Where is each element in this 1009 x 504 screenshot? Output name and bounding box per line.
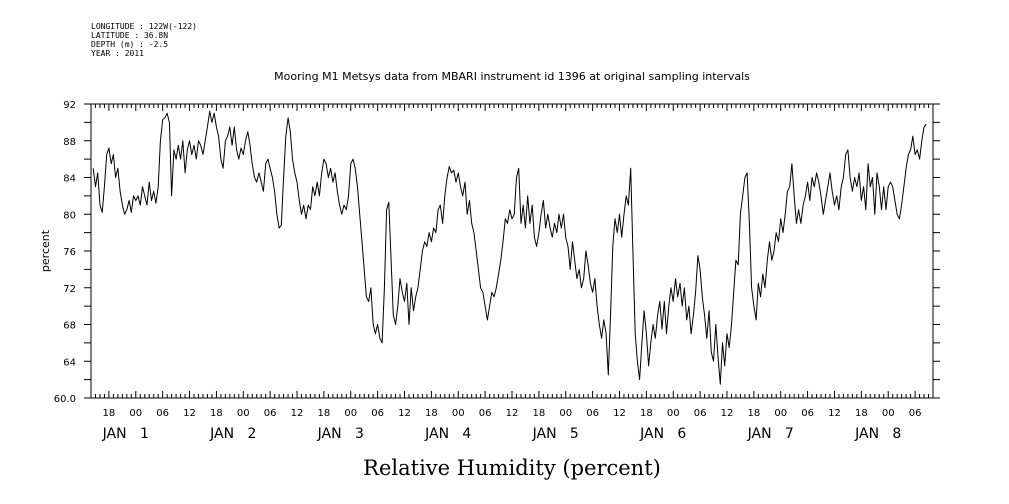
y-tick-label: 60.0: [54, 394, 76, 405]
y-tick-label: 72: [63, 284, 76, 295]
x-hour-tick-label: 06: [479, 408, 492, 419]
series-group: [92, 110, 927, 385]
plot-frame: [90, 103, 934, 399]
x-hour-tick-label: 18: [103, 408, 116, 419]
y-tick-label: 92: [63, 100, 76, 111]
y-tick-label: 88: [63, 137, 76, 148]
x-hour-tick-label: 18: [640, 408, 653, 419]
y-tick-label: 84: [63, 174, 76, 185]
x-hour-tick-label: 06: [371, 408, 384, 419]
x-hour-tick-label: 12: [721, 408, 734, 419]
x-hour-tick-label: 12: [183, 408, 196, 419]
x-hour-tick-label: 00: [237, 408, 250, 419]
series-line: [92, 110, 927, 385]
y-tick-label: 80: [63, 210, 76, 221]
x-hour-tick-label: 18: [210, 408, 223, 419]
x-hour-tick-label: 18: [855, 408, 868, 419]
x-day-label: JAN 5: [532, 426, 579, 442]
x-day-label: JAN 7: [747, 426, 794, 442]
x-hour-tick-label: 06: [801, 408, 814, 419]
x-hour-tick-label: 18: [425, 408, 438, 419]
x-hour-tick-label: 00: [452, 408, 465, 419]
y-axis: 92 88 84 80 76 72 68 64 60.0: [54, 100, 940, 405]
x-hour-tick-label: 06: [909, 408, 922, 419]
year-text: YEAR : 2011: [91, 49, 144, 58]
metadata-block: LONGITUDE : 122W(-122) LATITUDE : 36.8N …: [91, 22, 197, 58]
x-hour-tick-label: 18: [533, 408, 546, 419]
x-hour-tick-label: 18: [747, 408, 760, 419]
x-hour-tick-label: 00: [667, 408, 680, 419]
y-axis-label: percent: [39, 229, 52, 272]
x-hour-tick-label: 00: [882, 408, 895, 419]
x-day-label: JAN 8: [854, 426, 901, 442]
y-tick-label: 64: [63, 357, 76, 368]
x-hour-tick-label: 00: [774, 408, 787, 419]
x-hour-tick-label: 00: [559, 408, 572, 419]
x-day-label: JAN 3: [317, 426, 364, 442]
longitude-text: LONGITUDE : 122W(-122): [91, 22, 197, 31]
depth-text: DEPTH (m) : -2.5: [91, 40, 169, 49]
chart-subtitle: Relative Humidity (percent): [363, 456, 661, 480]
x-hour-tick-label: 12: [828, 408, 841, 419]
x-hour-tick-label: 18: [318, 408, 331, 419]
x-hour-tick-label: 12: [291, 408, 304, 419]
x-hour-tick-label: 06: [156, 408, 169, 419]
y-tick-label: 68: [63, 321, 76, 332]
x-day-label: JAN 4: [424, 426, 471, 442]
chart-title: Mooring M1 Metsys data from MBARI instru…: [274, 70, 750, 83]
x-hour-tick-label: 12: [613, 408, 626, 419]
x-hour-tick-label: 12: [506, 408, 519, 419]
x-hour-tick-label: 06: [694, 408, 707, 419]
x-day-label: JAN 1: [102, 426, 149, 442]
x-hour-tick-label: 12: [398, 408, 411, 419]
x-hour-tick-label: 06: [264, 408, 277, 419]
x-axis: 18 00 06 12 18 00 06 12 18 00 06 12 18 00 06 12 18 00 06 12…: [90, 104, 934, 442]
x-day-label: JAN 6: [639, 426, 686, 442]
x-hour-tick-label: 06: [586, 408, 599, 419]
latitude-text: LATITUDE : 36.8N: [91, 31, 169, 40]
y-tick-label: 76: [63, 247, 76, 258]
x-hour-tick-label: 00: [344, 408, 357, 419]
x-hour-tick-label: 00: [129, 408, 142, 419]
x-day-label: JAN 2: [209, 426, 256, 442]
